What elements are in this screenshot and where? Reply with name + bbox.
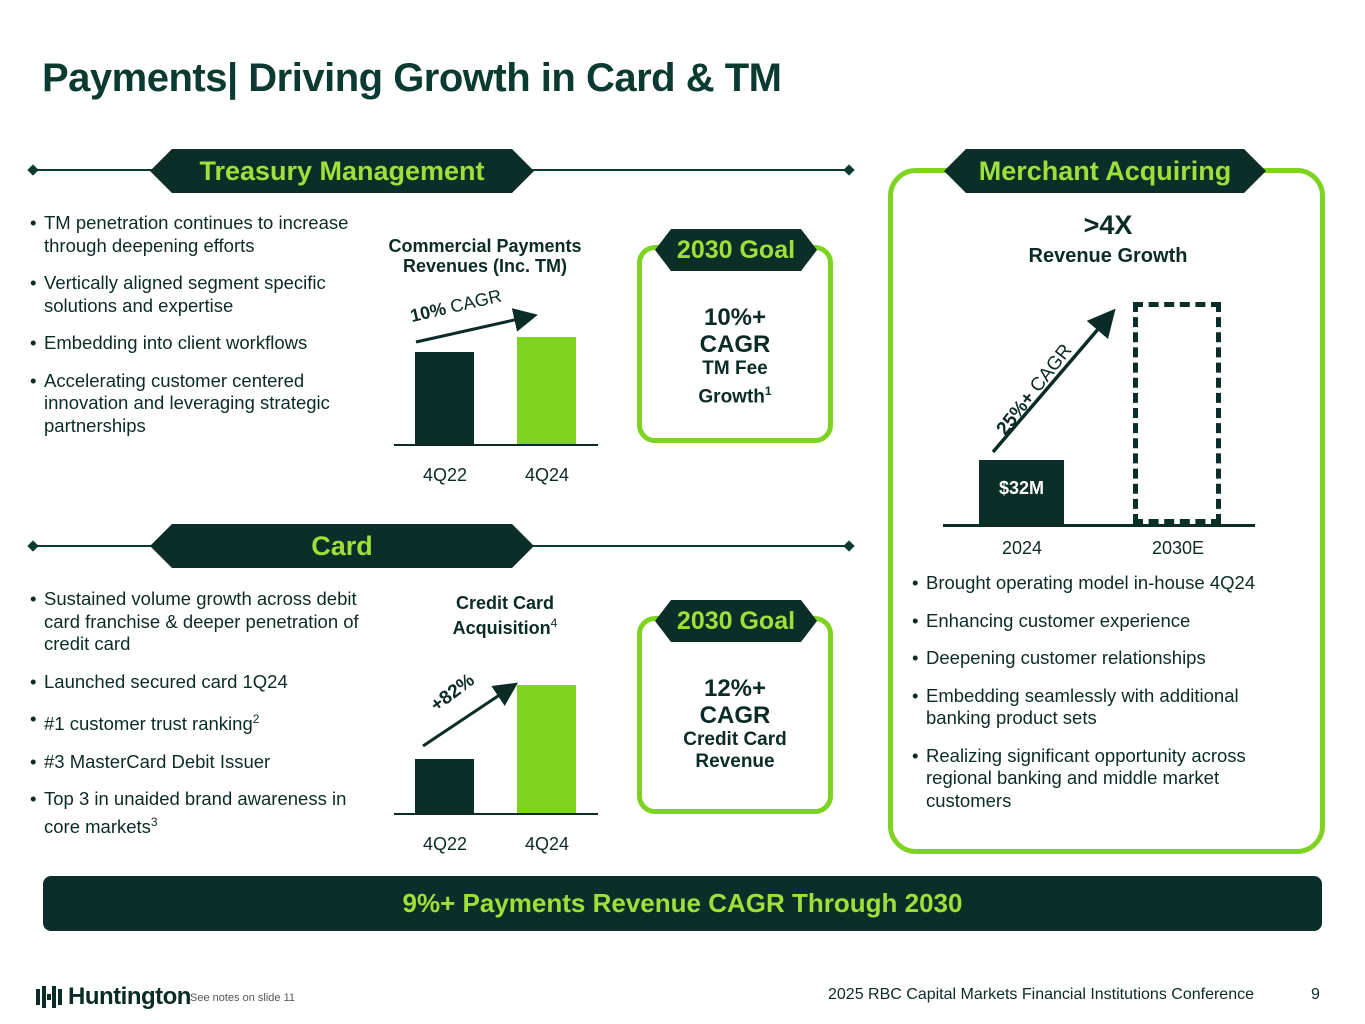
footnote-ref: 4 bbox=[550, 616, 558, 630]
list-item: Realizing significant opportunity across… bbox=[912, 745, 1307, 813]
treasury-banner: Treasury Management bbox=[150, 149, 534, 193]
goal-label-2: Growth1 bbox=[642, 380, 828, 408]
treasury-chart-title: Commercial Payments Revenues (Inc. TM) bbox=[388, 236, 582, 276]
bar-merchant-2030e bbox=[1133, 302, 1221, 524]
list-item: Accelerating customer centered innovatio… bbox=[30, 370, 365, 438]
goal-value: 12%+ CAGR bbox=[699, 675, 771, 729]
chart-title-line-2-text: Acquisition bbox=[452, 618, 551, 638]
chart-title-line-1: Credit Card bbox=[455, 593, 554, 613]
footnote-ref: 3 bbox=[150, 814, 158, 829]
merchant-chart-axis bbox=[943, 524, 1255, 527]
logo-wordmark: Huntington bbox=[68, 983, 191, 1010]
goal-label-2-text: Growth bbox=[698, 386, 765, 408]
tick-label: 4Q24 bbox=[524, 465, 570, 485]
tick-label: 2030E bbox=[1151, 538, 1205, 558]
list-item-text: Top 3 in unaided brand awareness in core… bbox=[44, 788, 347, 837]
merchant-subheadline: Revenue Growth bbox=[1028, 245, 1188, 267]
list-item: Vertically aligned segment specific solu… bbox=[30, 272, 365, 317]
list-item: Sustained volume growth across debit car… bbox=[30, 588, 375, 656]
tick-label: 2024 bbox=[1001, 538, 1043, 558]
list-item-text: #1 customer trust ranking bbox=[44, 713, 253, 735]
tick-label: 4Q22 bbox=[422, 465, 468, 485]
bar-tm-4q24 bbox=[517, 337, 576, 445]
list-item: Embedding seamlessly with additional ban… bbox=[912, 685, 1307, 730]
treasury-cagr-arrow bbox=[415, 308, 538, 344]
list-item-text: #3 MasterCard Debit Issuer bbox=[44, 750, 271, 772]
footnote-reference: See notes on slide 11 bbox=[190, 992, 295, 1004]
chart-title-line-2: Acquisition4 bbox=[405, 613, 605, 638]
list-item-text: Sustained volume growth across debit car… bbox=[44, 588, 359, 654]
conference-name: 2025 RBC Capital Markets Financial Insti… bbox=[828, 986, 1254, 1003]
card-banner: Card bbox=[150, 524, 534, 568]
goal-label: TM Fee bbox=[702, 358, 768, 379]
goal-value: 10%+ CAGR bbox=[699, 304, 771, 358]
card-chart-axis bbox=[394, 813, 598, 815]
merchant-banner: Merchant Acquiring bbox=[944, 149, 1266, 193]
treasury-goal-text: 10%+ CAGR TM Fee Growth1 bbox=[642, 304, 828, 408]
list-item: #1 customer trust ranking2 bbox=[30, 708, 375, 736]
bar-card-4q24 bbox=[517, 685, 576, 814]
bar-merchant-value-label: $32M bbox=[998, 478, 1045, 498]
footnote-ref: 1 bbox=[764, 384, 772, 398]
tick-label: 4Q22 bbox=[422, 834, 468, 854]
list-item: Embedding into client workflows bbox=[30, 332, 365, 355]
bar-tm-4q22 bbox=[415, 352, 474, 445]
card-bullets: Sustained volume growth across debit car… bbox=[30, 588, 375, 853]
list-item-text: Launched secured card 1Q24 bbox=[44, 670, 288, 692]
treasury-goal-banner: 2030 Goal bbox=[655, 229, 817, 271]
footnote-ref: 2 bbox=[252, 712, 260, 726]
tick-label: 4Q24 bbox=[524, 834, 570, 854]
merchant-cagr-arrow bbox=[991, 308, 1116, 454]
page-title: Payments| Driving Growth in Card & TM bbox=[42, 56, 782, 100]
card-goal-text: 12%+ CAGR Credit Card Revenue bbox=[642, 675, 828, 773]
card-goal-banner: 2030 Goal bbox=[655, 600, 817, 642]
card-growth-arrow bbox=[422, 682, 518, 748]
merchant-bullets: Brought operating model in-house 4Q24 En… bbox=[912, 572, 1307, 827]
treasury-chart-axis bbox=[394, 444, 598, 446]
list-item: #3 MasterCard Debit Issuer bbox=[30, 751, 375, 774]
treasury-bullets: TM penetration continues to increase thr… bbox=[30, 212, 365, 452]
list-item: Enhancing customer experience bbox=[912, 610, 1307, 633]
list-item: Deepening customer relationships bbox=[912, 647, 1307, 670]
list-item: Top 3 in unaided brand awareness in core… bbox=[30, 788, 375, 838]
card-chart-title: Credit Card Acquisition4 bbox=[405, 593, 605, 638]
page-number: 9 bbox=[1311, 986, 1320, 1003]
bar-merchant-2024 bbox=[979, 460, 1064, 526]
merchant-headline: >4X bbox=[1083, 210, 1133, 240]
list-item: Launched secured card 1Q24 bbox=[30, 671, 375, 694]
bar-card-4q22 bbox=[415, 759, 474, 814]
huntington-logo: Huntington bbox=[36, 983, 191, 1011]
goal-label: Credit Card Revenue bbox=[683, 729, 787, 772]
list-item: TM penetration continues to increase thr… bbox=[30, 212, 365, 257]
huntington-logo-icon bbox=[36, 986, 62, 1008]
payments-cagr-banner: 9%+ Payments Revenue CAGR Through 2030 bbox=[43, 876, 1322, 931]
list-item: Brought operating model in-house 4Q24 bbox=[912, 572, 1307, 595]
